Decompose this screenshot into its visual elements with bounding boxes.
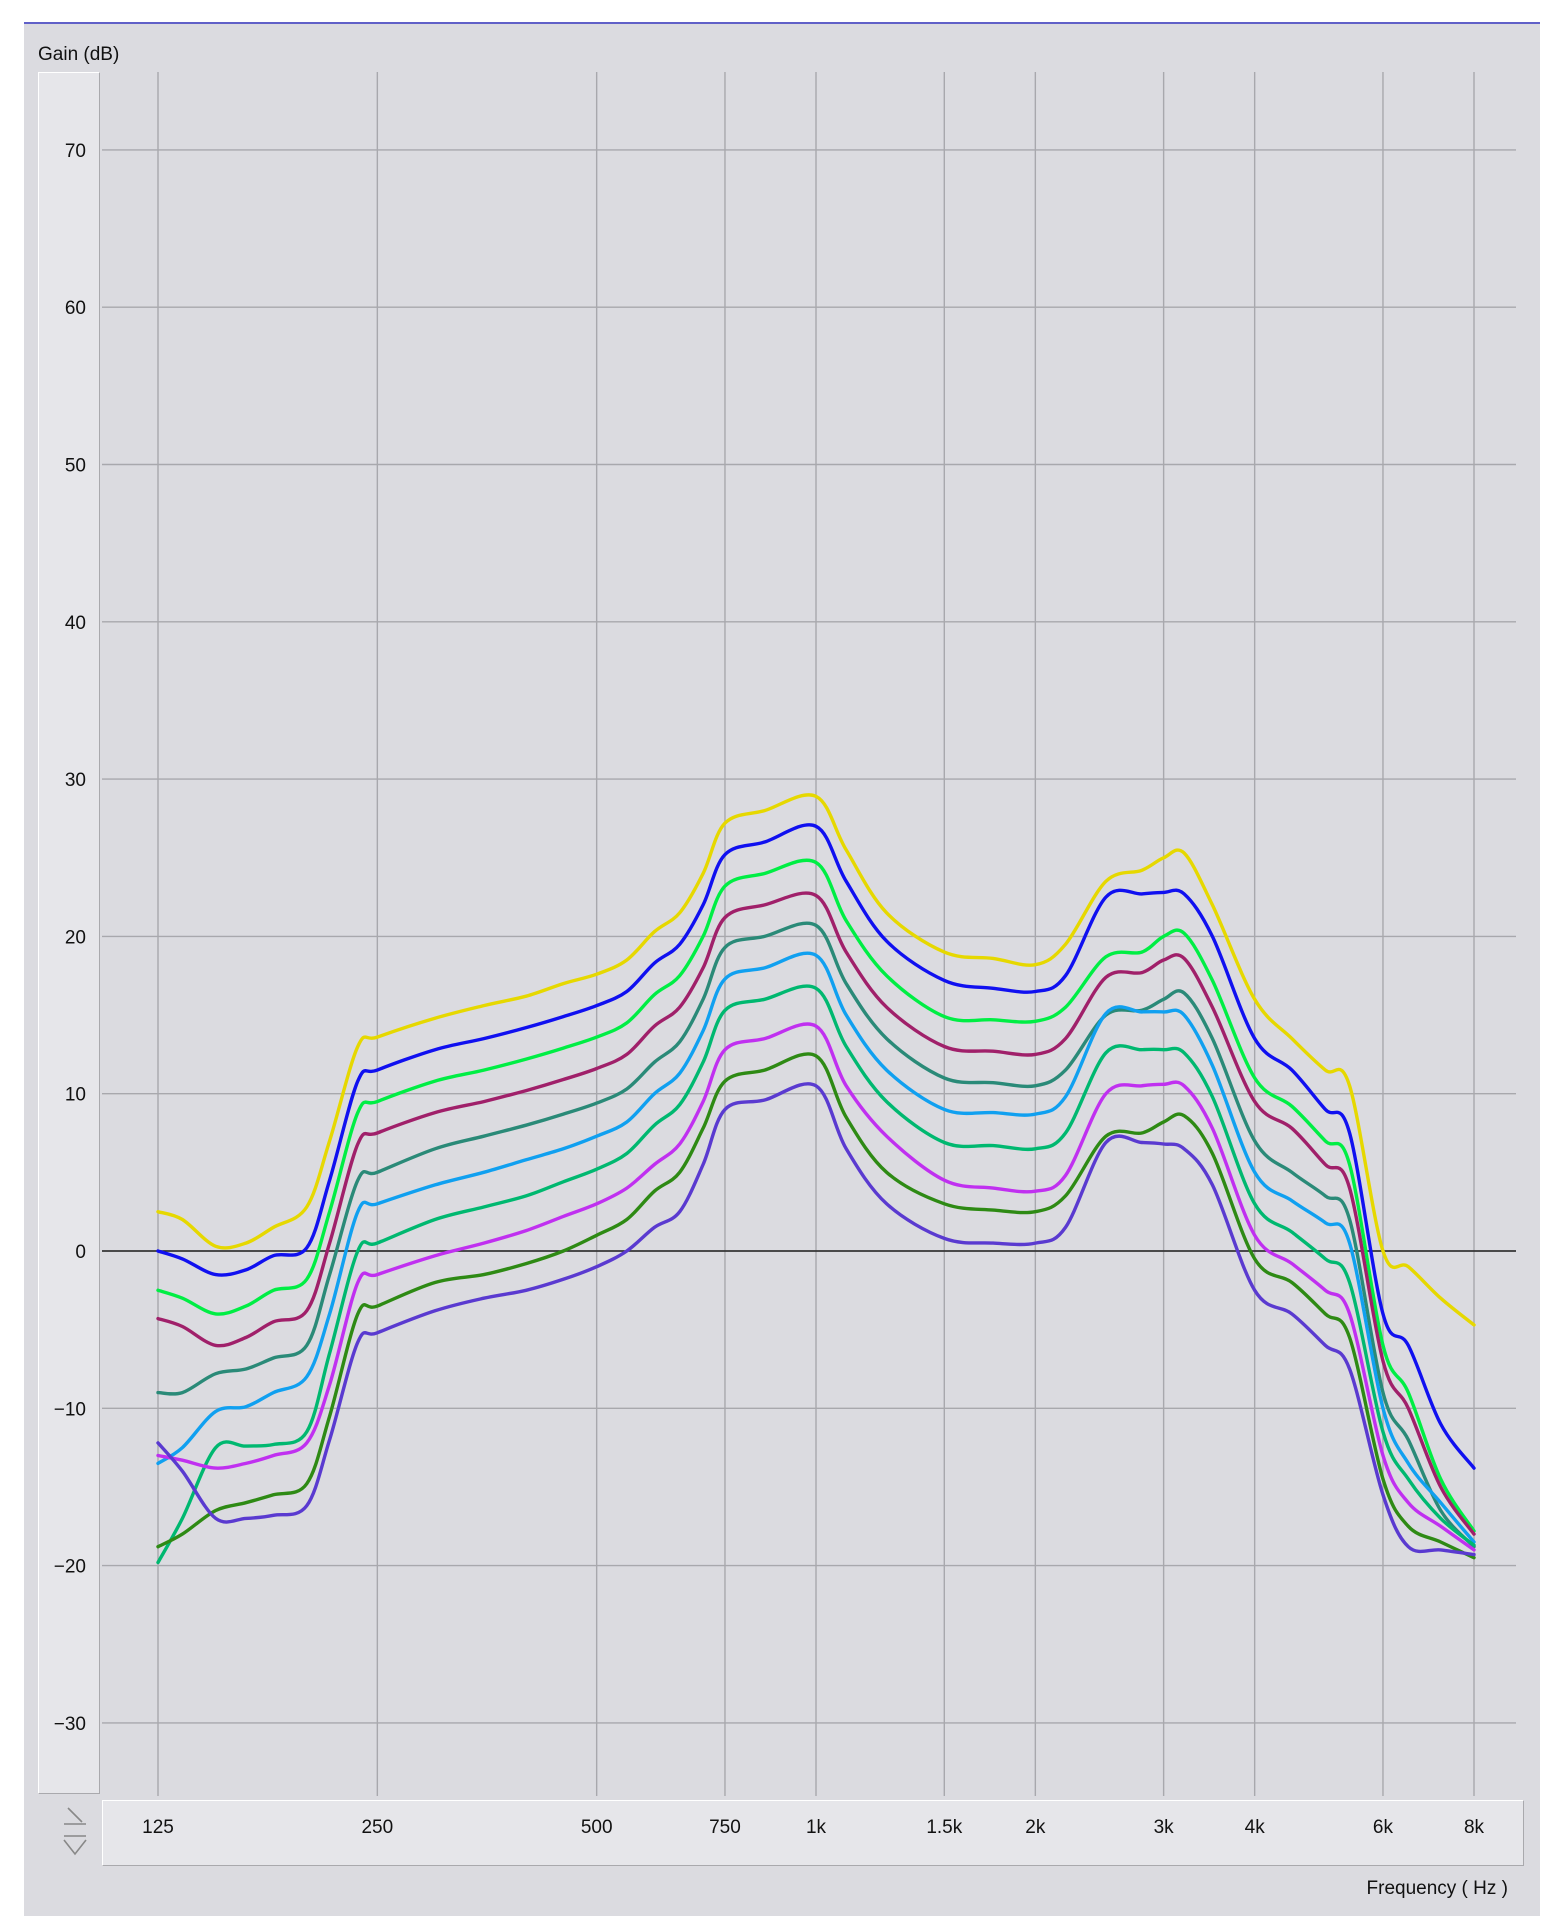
series-line-1 (156, 793, 1476, 1327)
series-line-4 (156, 891, 1476, 1536)
x-tick-label: 250 (361, 1817, 393, 1838)
y-tick-label: −30 (54, 1714, 86, 1735)
series-line-3 (156, 858, 1476, 1533)
x-tick-label: 8k (1464, 1817, 1485, 1838)
x-tick-label: 1k (806, 1817, 827, 1838)
y-tick-label: 20 (65, 927, 86, 948)
y-axis-title: Gain (dB) (38, 44, 119, 65)
y-tick-label: 10 (65, 1085, 86, 1106)
x-tick-label: 3k (1154, 1817, 1175, 1838)
y-tick-label: 30 (65, 770, 86, 791)
y-tick-label: 0 (75, 1242, 86, 1263)
series-line-7 (156, 984, 1476, 1565)
x-tick-label: 4k (1245, 1817, 1266, 1838)
x-tick-label: 6k (1373, 1817, 1394, 1838)
series-line-6 (156, 951, 1476, 1544)
chart-frame (24, 22, 1540, 1916)
series-line-8 (156, 1022, 1476, 1552)
scroll-down-icon[interactable] (63, 1835, 87, 1856)
scroll-arrows[interactable] (58, 1804, 92, 1860)
y-tick-label: −20 (54, 1557, 86, 1578)
scroll-up-icon[interactable] (64, 1807, 86, 1825)
y-tick-label: 50 (65, 456, 86, 477)
x-tick-label: 125 (142, 1817, 174, 1838)
x-axis-title: Frequency ( Hz ) (1367, 1878, 1508, 1899)
x-tick-label: 500 (581, 1817, 613, 1838)
y-tick-label: 70 (65, 141, 86, 162)
x-tick-label: 750 (709, 1817, 741, 1838)
y-tick-label: 60 (65, 298, 86, 319)
series (156, 793, 1476, 1565)
y-tick-label: −10 (54, 1399, 86, 1420)
horizontal-scrollbar[interactable] (102, 1800, 1524, 1866)
y-tick-labels: 70 60 50 40 30 20 10 0 −10 −20 −30 (54, 141, 86, 1735)
vertical-scrollbar[interactable] (38, 72, 100, 1794)
x-tick-label: 2k (1025, 1817, 1046, 1838)
x-tick-label: 1.5k (926, 1817, 962, 1838)
x-tick-labels: 125 250 500 750 1k 1.5k 2k 3k 4k 6k 8k (142, 1817, 1484, 1838)
y-tick-label: 40 (65, 613, 86, 634)
grid (102, 72, 1516, 1796)
series-line-2 (156, 823, 1476, 1470)
series-line-9 (156, 1052, 1476, 1560)
series-line-5 (156, 921, 1476, 1549)
series-line-10 (156, 1082, 1476, 1557)
